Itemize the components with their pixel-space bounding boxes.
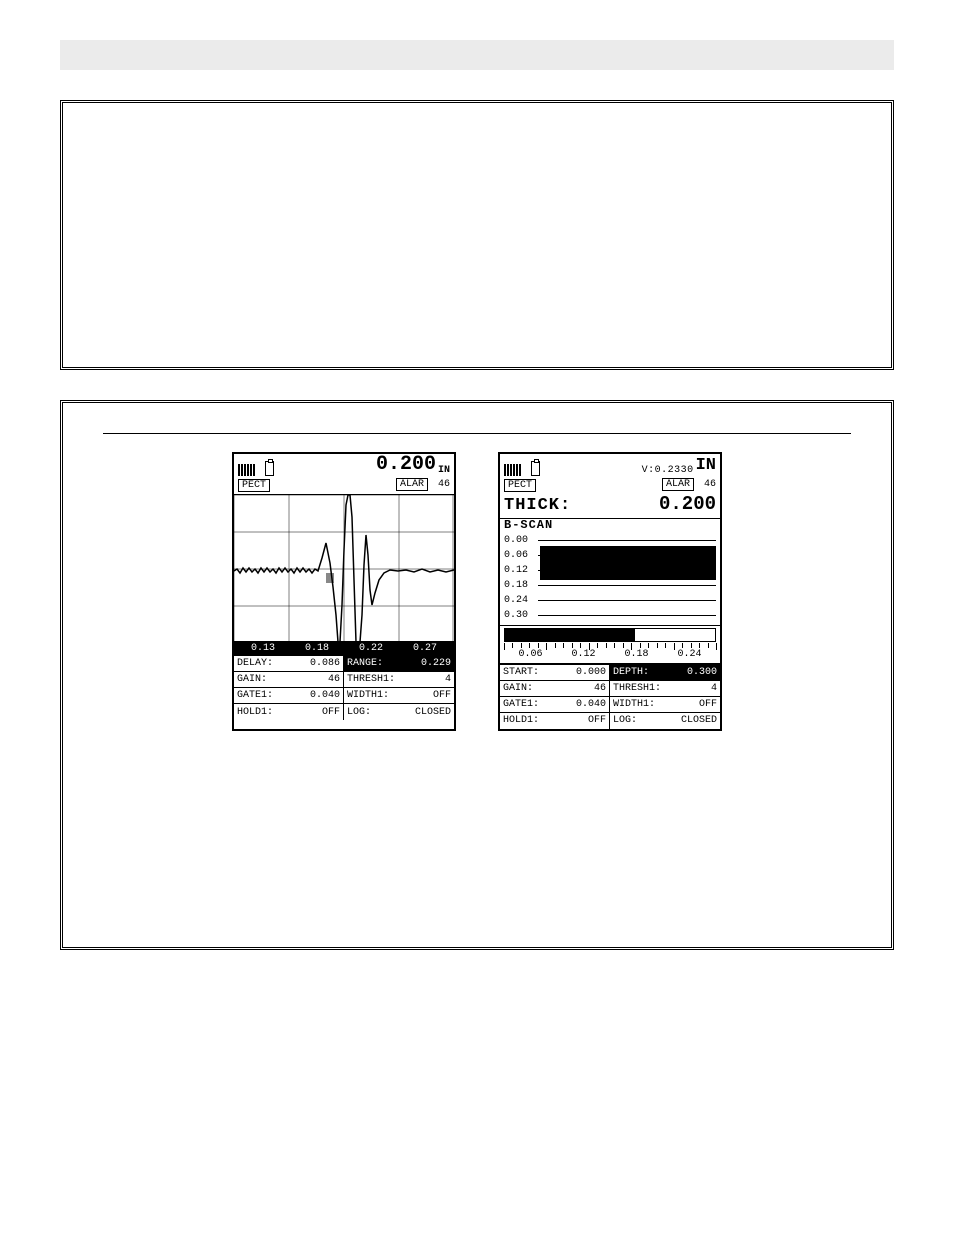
bscan-gridline bbox=[538, 600, 716, 601]
ruler-labels: 0.06 0.12 0.18 0.24 bbox=[504, 649, 716, 660]
xaxis-tick-label: 0.22 bbox=[359, 643, 383, 654]
divider bbox=[103, 433, 851, 434]
bscan-ytick-label: 0.12 bbox=[504, 565, 538, 576]
param-cell[interactable]: START:0.000 bbox=[500, 665, 610, 680]
velocity-label: V:0.2330 bbox=[548, 465, 694, 476]
panel-a-tags-row: PECT ALAR 46 bbox=[234, 478, 454, 494]
alar-tag: ALAR bbox=[396, 478, 428, 491]
param-cell[interactable]: LOG:CLOSED bbox=[610, 713, 720, 729]
panel-a-params: DELAY:0.086RANGE:0.229GAIN:46THRESH1:4GA… bbox=[234, 655, 454, 720]
panel-a-status-row: 0.200 IN bbox=[234, 454, 454, 478]
panel-b: V:0.2330 IN PECT ALAR 46 THICK: 0.200 B-… bbox=[498, 452, 722, 731]
mode-tag: PECT bbox=[504, 479, 536, 492]
param-row: DELAY:0.086RANGE:0.229 bbox=[234, 656, 454, 672]
param-cell[interactable]: HOLD1:OFF bbox=[500, 713, 610, 729]
ruler-tick-label: 0.18 bbox=[624, 649, 648, 660]
xaxis-tick-label: 0.27 bbox=[413, 643, 437, 654]
param-row: GATE1:0.040WIDTH1:OFF bbox=[234, 688, 454, 704]
bscan-gridline bbox=[538, 585, 716, 586]
param-row: GAIN:46THRESH1:4 bbox=[500, 681, 720, 697]
ruler-tick-label: 0.06 bbox=[518, 649, 542, 660]
mode-tag: PECT bbox=[238, 479, 270, 492]
ruler: 0.06 0.12 0.18 0.24 bbox=[500, 626, 720, 664]
bscan-row: 0.18 bbox=[504, 578, 716, 593]
xaxis-tick-label: 0.18 bbox=[305, 643, 329, 654]
param-row: HOLD1:OFFLOG:CLOSED bbox=[234, 704, 454, 720]
param-cell[interactable]: LOG:CLOSED bbox=[344, 704, 454, 720]
param-cell[interactable]: THRESH1:4 bbox=[344, 672, 454, 687]
panels-row: 0.200 IN PECT ALAR 46 0.13 0.18 0.22 0.27 D… bbox=[103, 452, 851, 731]
param-cell[interactable]: THRESH1:4 bbox=[610, 681, 720, 696]
param-row: GAIN:46THRESH1:4 bbox=[234, 672, 454, 688]
bscan-title: B-SCAN bbox=[500, 519, 720, 532]
param-cell[interactable]: GAIN:46 bbox=[234, 672, 344, 687]
alar-tag: ALAR bbox=[662, 478, 694, 491]
header-strip bbox=[60, 40, 894, 70]
readout-unit: IN bbox=[696, 457, 716, 476]
waveform-graph bbox=[234, 494, 454, 642]
thickness-value: 0.200 bbox=[659, 494, 716, 515]
readout-value: 0.200 bbox=[282, 454, 436, 476]
bscan-ytick-label: 0.24 bbox=[504, 595, 538, 606]
param-cell[interactable]: DEPTH:0.300 bbox=[610, 665, 720, 680]
bscan-ytick-label: 0.06 bbox=[504, 550, 538, 561]
tag-value: 46 bbox=[438, 479, 450, 490]
battery-icon bbox=[265, 461, 274, 476]
waveform-svg bbox=[234, 495, 454, 643]
panel-b-tags-row: PECT ALAR 46 bbox=[500, 478, 720, 494]
param-cell[interactable]: GAIN:46 bbox=[500, 681, 610, 696]
param-cell[interactable]: RANGE:0.229 bbox=[344, 656, 454, 671]
screenshots-box: 0.200 IN PECT ALAR 46 0.13 0.18 0.22 0.27 D… bbox=[60, 400, 894, 950]
bscan-ytick-label: 0.00 bbox=[504, 535, 538, 546]
thickness-label: THICK: bbox=[504, 497, 571, 516]
panel-a: 0.200 IN PECT ALAR 46 0.13 0.18 0.22 0.27 D… bbox=[232, 452, 456, 731]
bscan-ytick-label: 0.30 bbox=[504, 610, 538, 621]
param-cell[interactable]: GATE1:0.040 bbox=[500, 697, 610, 712]
tag-value: 46 bbox=[704, 479, 716, 490]
ruler-tick-label: 0.12 bbox=[571, 649, 595, 660]
page: 0.200 IN PECT ALAR 46 0.13 0.18 0.22 0.27 D… bbox=[0, 0, 954, 1020]
param-cell[interactable]: GATE1:0.040 bbox=[234, 688, 344, 703]
battery-icon bbox=[531, 461, 540, 476]
param-cell[interactable]: WIDTH1:OFF bbox=[610, 697, 720, 712]
bscan-row: 0.24 bbox=[504, 593, 716, 608]
bscan-ytick-label: 0.18 bbox=[504, 580, 538, 591]
signal-bars-icon bbox=[504, 464, 521, 476]
ruler-ticks bbox=[504, 643, 716, 649]
bscan-row: 0.30 bbox=[504, 608, 716, 623]
param-cell[interactable]: WIDTH1:OFF bbox=[344, 688, 454, 703]
bscan-gridline bbox=[538, 615, 716, 616]
readout-unit: IN bbox=[438, 465, 450, 476]
waveform-xaxis: 0.13 0.18 0.22 0.27 bbox=[234, 642, 454, 655]
param-cell[interactable]: DELAY:0.086 bbox=[234, 656, 344, 671]
panel-b-status-row: V:0.2330 IN bbox=[500, 454, 720, 478]
upper-text-box bbox=[60, 100, 894, 370]
param-cell[interactable]: HOLD1:OFF bbox=[234, 704, 344, 720]
xaxis-tick-label: 0.13 bbox=[251, 643, 275, 654]
ruler-fill bbox=[505, 629, 635, 641]
thickness-row: THICK: 0.200 bbox=[500, 494, 720, 519]
signal-bars-icon bbox=[238, 464, 255, 476]
param-row: HOLD1:OFFLOG:CLOSED bbox=[500, 713, 720, 729]
bscan-gridline bbox=[538, 540, 716, 541]
param-row: START:0.000DEPTH:0.300 bbox=[500, 665, 720, 681]
bscan-body: 0.00 0.06 0.12 0.18 0.24 0.30 bbox=[500, 532, 720, 626]
ruler-tick-label: 0.24 bbox=[677, 649, 701, 660]
bscan-fill bbox=[540, 546, 716, 580]
param-row: GATE1:0.040WIDTH1:OFF bbox=[500, 697, 720, 713]
ruler-track bbox=[504, 628, 716, 642]
panel-b-params: START:0.000DEPTH:0.300GAIN:46THRESH1:4GA… bbox=[500, 664, 720, 729]
